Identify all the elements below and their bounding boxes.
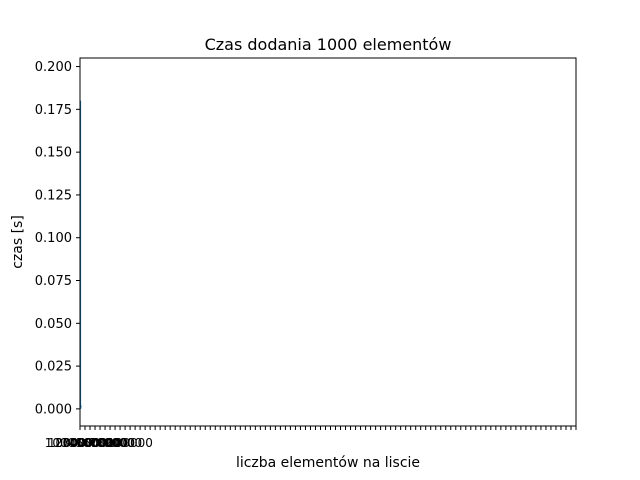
x-axis: 1000100002000030000400005000060000700008… [45,426,577,450]
chart-title: Czas dodania 1000 elementów [205,35,452,54]
x-tick-label: 40000 [69,436,107,450]
y-tick-label: 0.075 [35,274,72,289]
y-tick-label: 0.025 [35,360,72,375]
x-tick-label: 80000 [97,436,135,450]
y-tick-label: 0.050 [35,317,72,332]
x-tick-label: 50000 [76,436,114,450]
y-tick-label: 0.000 [35,402,72,417]
x-tick-label: 30000 [62,436,100,450]
plot-area: 0.000 0.025 0.050 0.075 0.100 0.125 0.150 0.175… [35,57,577,450]
y-tick-label: 0.100 [35,231,72,246]
y-axis: 0.000 0.025 0.050 0.075 0.100 0.125 0.150 0.175… [35,60,80,417]
y-axis-label: czas [s] [10,215,26,269]
x-tick-label: 90000 [104,436,142,450]
x-tick-label: 60000 [83,436,121,450]
y-tick-label: 0.175 [35,103,72,118]
x-axis-label: liczba elementów na liscie [236,455,420,471]
x-tick-label: 10000 [48,436,86,450]
y-tick-label: 0.150 [35,146,72,161]
plot-frame [79,57,577,427]
y-tick-label: 0.125 [35,188,72,203]
x-tick-label: 70000 [90,436,128,450]
x-tick-label: 100000 [107,436,153,450]
x-tick-label: 20000 [55,436,93,450]
x-tick-label: 1000 [45,436,76,450]
y-tick-label: 0.200 [35,60,72,75]
plot-background [80,58,576,426]
